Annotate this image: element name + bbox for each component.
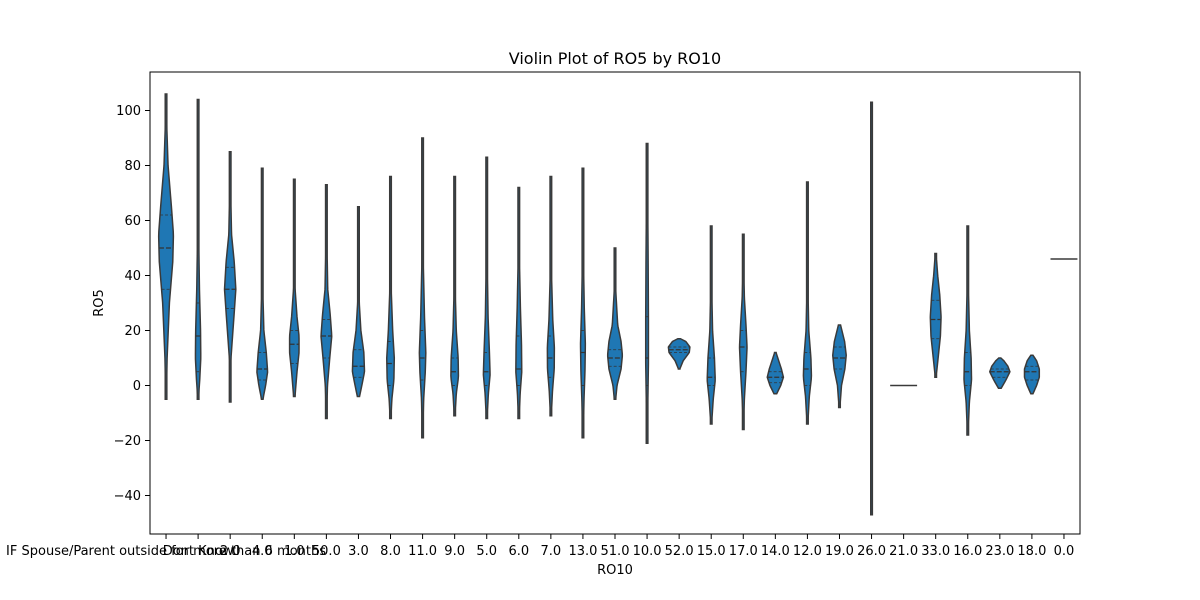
violin-body-14 (606, 247, 624, 400)
violin-body-3 (256, 167, 269, 400)
violin-body-11 (515, 186, 523, 420)
violin-4 (288, 178, 300, 398)
x-tick-label-20: 12.0 (793, 544, 822, 559)
x-tick-label-16: 52.0 (665, 544, 694, 559)
violin-body-8 (418, 137, 427, 439)
y-tick-label-2: 0 (133, 379, 141, 394)
violin-body-12 (546, 175, 556, 417)
x-tick-label-23: 21.0 (889, 544, 918, 559)
y-tick-label-3: 20 (124, 324, 141, 339)
x-tick-label-1: Dont Know (163, 544, 234, 559)
violin-7 (385, 175, 396, 420)
x-tick-label-19: 14.0 (761, 544, 790, 559)
x-axis-label: RO10 (597, 563, 633, 578)
violin-20 (802, 181, 813, 425)
violin-body-19 (766, 351, 785, 395)
violin-body-9 (450, 175, 460, 417)
violin-body-18 (738, 233, 748, 431)
y-tick-label-7: 100 (116, 104, 141, 119)
x-tick-label-7: 8.0 (380, 544, 401, 559)
x-tick-label-0: IF Spouse/Parent outside for more than 6… (6, 544, 326, 559)
x-tick-label-17: 15.0 (697, 544, 726, 559)
violin-17 (706, 225, 716, 425)
violin-18 (738, 233, 748, 431)
axes-layer: −40 −20 0 20 40 60 80 100 IF Spouse/Parent outsi… (6, 71, 1081, 559)
violin-25 (963, 225, 973, 436)
violin-13 (579, 167, 587, 439)
violin-body-22 (870, 101, 874, 516)
x-tick-label-25: 16.0 (953, 544, 982, 559)
violin-11 (515, 186, 523, 420)
violin-10 (482, 156, 491, 420)
x-tick-label-3: 4.0 (252, 544, 273, 559)
x-tick-label-5: 50.0 (312, 544, 341, 559)
violin-21 (831, 324, 847, 409)
violin-body-24 (929, 252, 942, 378)
violin-body-16 (667, 338, 691, 370)
violin-1 (194, 98, 202, 400)
violin-body-6 (351, 206, 366, 398)
violin-15 (644, 142, 650, 444)
x-tick-label-26: 23.0 (985, 544, 1014, 559)
x-tick-label-9: 9.0 (444, 544, 465, 559)
y-axis-label: RO5 (92, 289, 107, 317)
violin-body-13 (579, 167, 587, 439)
violin-0 (157, 93, 175, 400)
x-tick-label-4: 1.0 (284, 544, 305, 559)
violin-6 (351, 206, 366, 398)
x-tick-label-6: 3.0 (348, 544, 369, 559)
violin-body-20 (802, 181, 813, 425)
violin-body-25 (963, 225, 973, 436)
x-tick-label-28: 0.0 (1054, 544, 1075, 559)
violin-body-4 (288, 178, 300, 398)
violin-12 (546, 175, 556, 417)
violin-body-26 (988, 357, 1011, 389)
violin-19 (766, 351, 785, 395)
y-tick-label-4: 40 (124, 269, 141, 284)
x-tick-label-14: 51.0 (601, 544, 630, 559)
violin-body-2 (223, 151, 237, 403)
violin-9 (450, 175, 460, 417)
violin-26 (988, 357, 1011, 389)
violin-body-0 (157, 93, 175, 400)
violin-body-17 (706, 225, 716, 425)
violin-body-21 (831, 324, 847, 409)
x-tick-label-11: 6.0 (508, 544, 529, 559)
violin-22 (870, 101, 874, 516)
x-tick-label-10: 5.0 (476, 544, 497, 559)
violin-body-27 (1023, 354, 1041, 395)
y-tick-label-0: −40 (114, 489, 141, 504)
x-tick-label-2: 2.0 (220, 544, 241, 559)
violin-body-15 (644, 142, 650, 444)
violin-body-5 (320, 184, 333, 420)
violin-8 (418, 137, 427, 439)
violin-3 (256, 167, 269, 400)
violin-24 (929, 252, 942, 378)
chart-title: Violin Plot of RO5 by RO10 (509, 49, 721, 68)
violin-body-10 (482, 156, 491, 420)
violin-14 (606, 247, 624, 400)
x-tick-label-13: 13.0 (568, 544, 597, 559)
y-tick-label-1: −20 (114, 434, 141, 449)
y-tick-label-5: 60 (124, 214, 141, 229)
violin-27 (1023, 354, 1041, 395)
x-tick-label-24: 33.0 (921, 544, 950, 559)
violin-layer (157, 93, 1078, 516)
violin-2 (223, 151, 237, 403)
violin-16 (667, 338, 691, 370)
x-tick-label-21: 19.0 (825, 544, 854, 559)
x-tick-label-22: 26.0 (857, 544, 886, 559)
x-tick-label-8: 11.0 (408, 544, 437, 559)
violin-body-7 (385, 175, 396, 420)
violin-5 (320, 184, 333, 420)
x-tick-label-15: 10.0 (633, 544, 662, 559)
x-tick-label-12: 7.0 (541, 544, 562, 559)
violin-body-1 (194, 98, 202, 400)
x-tick-label-18: 17.0 (729, 544, 758, 559)
x-tick-label-27: 18.0 (1017, 544, 1046, 559)
y-tick-label-6: 80 (124, 159, 141, 174)
